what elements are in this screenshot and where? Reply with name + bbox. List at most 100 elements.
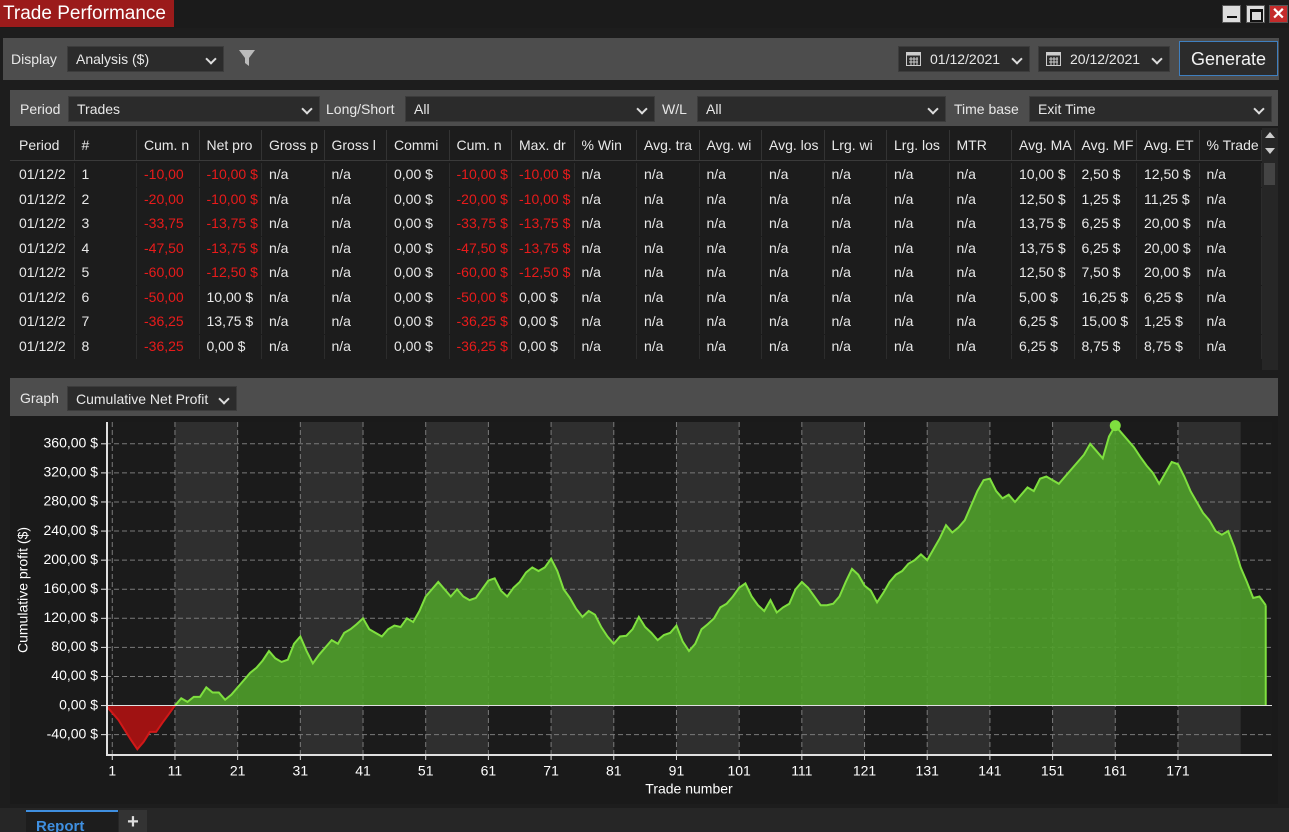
table-cell: 16,25 $ — [1075, 285, 1137, 310]
table-cell: 01/12/2 — [12, 187, 75, 212]
x-tick-label: 151 — [1041, 763, 1065, 779]
minimize-button[interactable] — [1222, 5, 1241, 23]
table-cell: n/a — [637, 261, 700, 285]
graph-select[interactable]: Cumulative Net Profit — [67, 386, 237, 411]
x-tick-label: 31 — [293, 763, 309, 779]
x-tick-label: 11 — [168, 763, 183, 779]
table-cell: -10,00 $ — [200, 163, 262, 187]
table-cell: n/a — [762, 212, 825, 236]
table-cell: n/a — [575, 261, 637, 285]
column-header: Net pro — [200, 130, 262, 160]
table-cell: 6,25 $ — [1012, 334, 1075, 359]
table-cell: 6,25 $ — [1075, 212, 1137, 236]
tab[interactable]: + — [119, 810, 147, 832]
table-cell: n/a — [762, 261, 825, 285]
x-tick-label: 141 — [978, 763, 1002, 779]
filter-select[interactable]: All — [405, 96, 655, 122]
table-cell: n/a — [1200, 285, 1262, 310]
calendar-icon — [1046, 52, 1061, 66]
table-cell: 01/12/2 — [12, 310, 75, 334]
column-header: Avg. ET — [1137, 130, 1200, 160]
table-cell: n/a — [887, 261, 950, 285]
scrollbar[interactable] — [1262, 128, 1278, 370]
table-cell: n/a — [700, 310, 762, 334]
column-header: Avg. MF — [1075, 130, 1137, 160]
table-cell: 0,00 $ — [512, 310, 575, 334]
table-cell: n/a — [325, 236, 387, 261]
column-header: Avg. los — [762, 130, 825, 160]
table-cell: -12,50 $ — [512, 261, 575, 285]
table-cell: 01/12/2 — [12, 334, 75, 359]
y-tick-label: 120,00 $ — [44, 609, 99, 625]
x-tick-label: 81 — [606, 763, 622, 779]
generate-button[interactable]: Generate — [1179, 41, 1278, 76]
filter-label: W/L — [662, 101, 687, 117]
table-cell: 10,00 $ — [200, 285, 262, 310]
filter-label: Period — [20, 101, 61, 117]
table-cell: -33,75 $ — [450, 212, 512, 236]
table-cell: 13,75 $ — [200, 310, 262, 334]
table-cell: 6,25 $ — [1075, 236, 1137, 261]
maximize-button[interactable] — [1246, 5, 1265, 23]
table-cell: n/a — [1200, 163, 1262, 187]
table-cell: -50,00 $ — [450, 285, 512, 310]
table-cell: -36,25 — [137, 310, 200, 334]
filter-icon[interactable] — [238, 48, 256, 68]
table-cell: n/a — [762, 187, 825, 212]
filter-select[interactable]: All — [697, 96, 946, 122]
table-cell: n/a — [575, 187, 637, 212]
table-cell: 6,25 $ — [1137, 285, 1200, 310]
tab[interactable]: Report — [26, 810, 118, 832]
table-cell: 2,50 $ — [1075, 163, 1137, 187]
table-cell: -36,25 $ — [450, 334, 512, 359]
column-header: Period — [12, 130, 75, 160]
column-header: % Win — [575, 130, 637, 160]
table-cell: -10,00 — [137, 163, 200, 187]
display-select[interactable]: Analysis ($) — [67, 46, 224, 72]
filter-label: Time base — [954, 101, 1019, 117]
table-cell: n/a — [575, 236, 637, 261]
table-cell: 3 — [75, 212, 137, 236]
table-cell: 13,75 $ — [1012, 236, 1075, 261]
table-cell: n/a — [950, 334, 1012, 359]
x-tick-label: 91 — [669, 763, 685, 779]
table-cell: n/a — [825, 261, 887, 285]
table-cell: n/a — [950, 163, 1012, 187]
table-cell: -47,50 $ — [450, 236, 512, 261]
table-cell: n/a — [325, 261, 387, 285]
table-cell: n/a — [700, 163, 762, 187]
table-area — [10, 126, 1278, 370]
y-tick-label: 80,00 $ — [51, 638, 98, 654]
close-button[interactable]: ✕ — [1269, 5, 1288, 23]
filter-select[interactable]: Trades — [68, 96, 320, 122]
x-tick-label: 1 — [108, 763, 116, 779]
table-cell: n/a — [887, 212, 950, 236]
filter-select[interactable]: Exit Time — [1029, 96, 1272, 122]
title-bar — [0, 0, 1289, 28]
column-header: Avg. MA — [1012, 130, 1075, 160]
table-cell: 0,00 $ — [387, 236, 450, 261]
display-label: Display — [11, 51, 57, 67]
table-cell: -33,75 — [137, 212, 200, 236]
table-cell: -13,75 $ — [512, 212, 575, 236]
table-cell: 7,50 $ — [1075, 261, 1137, 285]
table-cell: n/a — [575, 285, 637, 310]
table-cell: 0,00 $ — [387, 310, 450, 334]
table-cell: n/a — [325, 212, 387, 236]
y-tick-label: 280,00 $ — [44, 493, 99, 509]
table-cell: n/a — [887, 310, 950, 334]
x-tick-label: 131 — [916, 763, 940, 779]
y-tick-label: 360,00 $ — [44, 435, 99, 451]
table-cell: 12,50 $ — [1137, 163, 1200, 187]
table-cell: n/a — [637, 285, 700, 310]
table-cell: n/a — [950, 285, 1012, 310]
x-axis-label: Trade number — [645, 781, 733, 797]
table-cell: n/a — [950, 187, 1012, 212]
table-cell: 5,00 $ — [1012, 285, 1075, 310]
table-cell: n/a — [700, 212, 762, 236]
column-header: # — [75, 130, 137, 160]
table-cell: -36,25 $ — [450, 310, 512, 334]
table-cell: 01/12/2 — [12, 163, 75, 187]
table-cell: 6 — [75, 285, 137, 310]
table-cell: n/a — [262, 285, 325, 310]
